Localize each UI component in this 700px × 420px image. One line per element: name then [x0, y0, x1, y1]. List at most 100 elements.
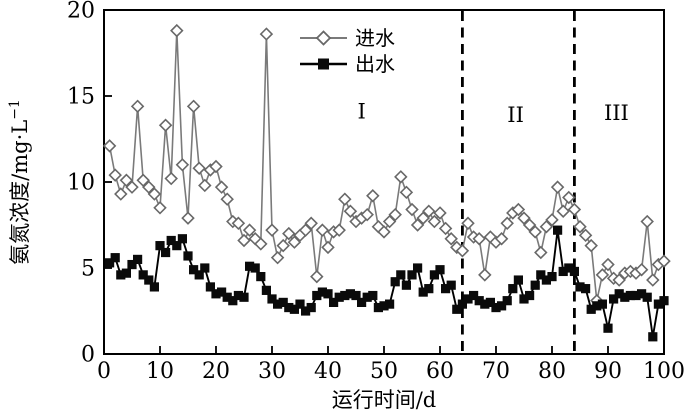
effluent-point — [379, 301, 389, 311]
influent-point — [461, 216, 475, 231]
x-tick-label: 0 — [97, 359, 111, 384]
influent-point — [214, 180, 229, 194]
effluent-point — [396, 270, 406, 280]
x-tick-label: 40 — [314, 359, 342, 384]
influent-point — [153, 201, 167, 215]
effluent-point — [413, 263, 423, 273]
effluent-point — [222, 292, 232, 302]
legend-item-effluent: 出水 — [300, 52, 395, 76]
effluent-point — [558, 266, 568, 277]
influent-point — [142, 180, 156, 194]
effluent-point — [603, 323, 613, 333]
influent-point — [444, 232, 458, 246]
effluent-point — [469, 290, 479, 301]
influent-point — [254, 237, 268, 251]
x-tick-label: 20 — [202, 359, 230, 384]
effluent-point — [648, 332, 658, 342]
effluent-point — [424, 284, 434, 294]
legend-label-influent: 进水 — [355, 26, 395, 50]
influent-point — [550, 180, 565, 194]
y-tick-label: 5 — [81, 257, 95, 282]
phase-annotations: I II III — [357, 99, 628, 126]
effluent-point — [586, 304, 596, 314]
effluent-point — [312, 290, 322, 301]
influent-point — [567, 202, 582, 217]
influent-point — [517, 211, 531, 225]
effluent-point — [261, 285, 271, 295]
effluent-point — [597, 299, 607, 309]
effluent-point — [513, 275, 523, 285]
influent-point — [416, 211, 430, 225]
influent-point — [181, 211, 195, 225]
influent-point — [304, 216, 318, 231]
effluent-point — [317, 287, 327, 297]
effluent-point — [295, 299, 305, 309]
influent-point — [573, 219, 587, 234]
effluent-point — [569, 266, 579, 277]
x-axis-title: 运行时间/d — [332, 388, 437, 412]
effluent-point — [183, 251, 193, 261]
phase-label: II — [507, 103, 524, 127]
effluent-point — [631, 290, 641, 301]
effluent-point — [553, 225, 563, 235]
effluent-point — [133, 254, 143, 264]
effluent-point — [508, 284, 518, 294]
effluent-point — [625, 290, 635, 301]
influent-point — [405, 202, 419, 217]
effluent-point — [452, 304, 462, 314]
effluent-point — [642, 292, 652, 302]
influent-point — [545, 213, 559, 227]
effluent-point — [306, 302, 316, 313]
influent-point — [595, 268, 610, 282]
influent-point — [394, 170, 408, 184]
effluent-point — [105, 258, 115, 268]
effluent-point — [435, 265, 445, 275]
influent-point — [584, 238, 598, 253]
influent-point — [164, 171, 178, 186]
effluent-point — [233, 290, 243, 301]
influent-point — [522, 218, 537, 232]
effluent-point — [273, 299, 283, 309]
influent-point — [108, 168, 122, 182]
influent-point — [511, 202, 526, 217]
effluent-point — [385, 299, 395, 309]
legend-item-influent: 进水 — [300, 26, 395, 50]
influent-point — [231, 216, 246, 231]
influent-point — [343, 204, 358, 218]
effluent-point — [485, 297, 495, 307]
influent-point — [192, 161, 206, 175]
effluent-point — [429, 270, 439, 280]
effluent-point — [177, 234, 187, 244]
effluent-point — [172, 241, 182, 251]
effluent-point — [457, 299, 467, 309]
effluent-point — [228, 296, 238, 306]
phase-label: I — [357, 99, 365, 123]
influent-point — [433, 206, 447, 220]
effluent-point — [519, 294, 529, 304]
x-tick-label: 10 — [146, 359, 174, 384]
influent-point — [556, 204, 570, 218]
phase-dividers — [460, 11, 576, 353]
effluent-point — [211, 289, 221, 299]
effluent-point — [127, 259, 137, 270]
effluent-point — [637, 289, 647, 299]
effluent-point — [407, 270, 417, 280]
effluent-point — [536, 270, 546, 280]
influent-point — [220, 192, 234, 206]
influent-point — [634, 262, 649, 277]
effluent-point — [474, 296, 484, 306]
y-axis-title: 氨氮浓度/mg·L−1 — [7, 99, 32, 265]
effluent-point — [189, 265, 199, 275]
influent-point — [287, 235, 302, 249]
influent-point — [321, 240, 335, 255]
effluent-point — [418, 287, 428, 297]
x-tick-label: 30 — [258, 359, 286, 384]
influent-point — [539, 219, 554, 234]
influent-point — [315, 223, 330, 237]
x-tick-label: 80 — [538, 359, 566, 384]
influent-point — [438, 221, 453, 236]
influent-point — [136, 173, 150, 188]
influent-point — [242, 223, 257, 237]
influent-point — [562, 190, 576, 205]
